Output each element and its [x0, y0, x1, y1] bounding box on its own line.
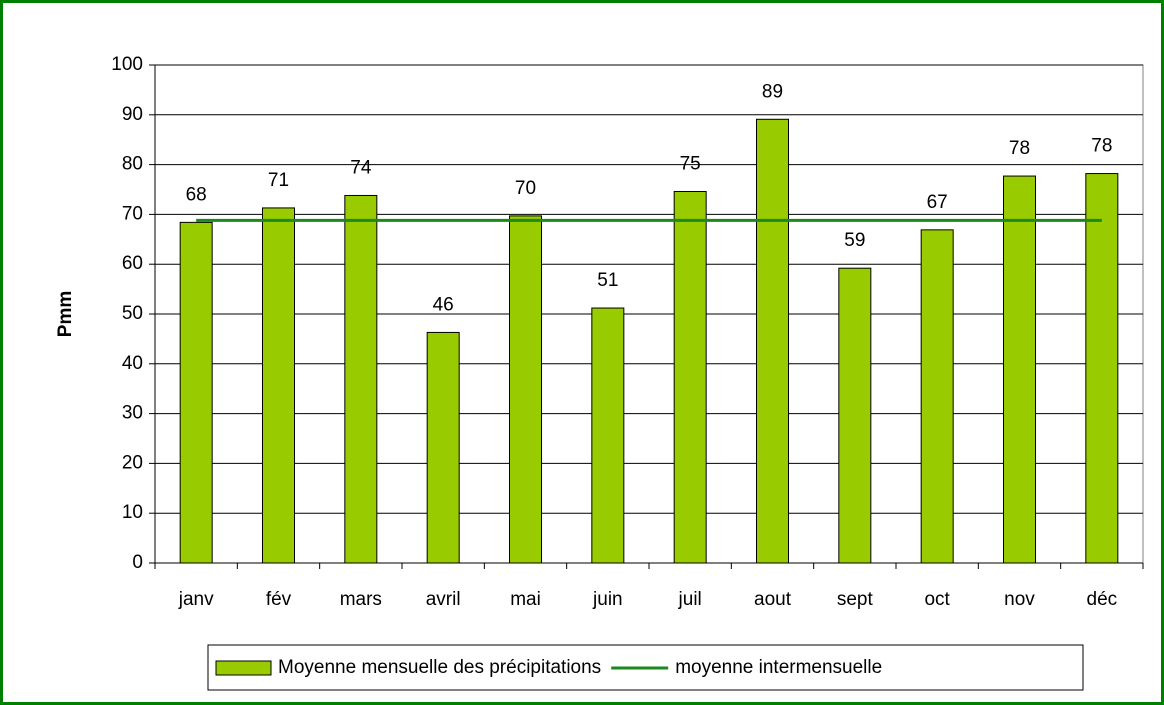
- bar: [426, 331, 460, 564]
- y-tick-label: 20: [122, 452, 143, 473]
- bar: [179, 221, 213, 564]
- legend-label: Moyenne mensuelle des précipitations: [278, 657, 601, 678]
- y-tick-label: 90: [122, 104, 143, 125]
- data-label: 59: [844, 230, 865, 251]
- bar: [673, 190, 707, 564]
- bar: [920, 229, 954, 564]
- x-tick-label: avril: [426, 589, 461, 610]
- y-tick-label: 30: [122, 403, 143, 424]
- x-tick-label: fév: [266, 589, 292, 610]
- y-axis-label: Pmm: [55, 291, 76, 337]
- bar: [262, 207, 295, 564]
- data-label: 78: [1009, 138, 1030, 159]
- data-label: 74: [350, 157, 372, 178]
- y-tick-label: 80: [122, 154, 143, 175]
- bar: [1003, 175, 1036, 564]
- x-tick-label: juil: [678, 589, 702, 610]
- data-label: 89: [762, 81, 783, 102]
- data-label: 78: [1091, 136, 1112, 157]
- y-tick-label: 50: [122, 303, 143, 324]
- data-label: 51: [597, 270, 618, 291]
- y-tick-label: 0: [132, 552, 143, 573]
- bar: [591, 307, 625, 564]
- x-tick-label: juin: [592, 589, 623, 610]
- legend-swatch: [215, 660, 272, 676]
- data-label: 71: [268, 170, 289, 191]
- y-tick-label: 70: [122, 203, 143, 224]
- data-label: 46: [433, 294, 454, 315]
- x-tick-label: aout: [754, 589, 792, 610]
- x-tick-label: mai: [510, 589, 541, 610]
- x-tick-label: oct: [924, 589, 950, 610]
- y-tick-label: 100: [111, 54, 143, 75]
- data-label: 70: [515, 178, 536, 199]
- bar: [838, 267, 872, 564]
- x-tick-label: janv: [178, 589, 214, 610]
- x-tick-label: sept: [837, 589, 874, 610]
- legend-label: moyenne intermensuelle: [675, 657, 882, 678]
- x-tick-label: mars: [340, 589, 382, 610]
- bar: [756, 118, 789, 564]
- y-tick-label: 40: [122, 353, 143, 374]
- x-tick-label: nov: [1004, 589, 1035, 610]
- data-label: 68: [186, 184, 207, 205]
- data-label: 67: [927, 192, 948, 213]
- y-tick-label: 10: [122, 502, 143, 523]
- bar: [509, 215, 542, 564]
- x-tick-label: déc: [1087, 589, 1118, 610]
- bar: [344, 194, 378, 564]
- data-label: 75: [680, 154, 701, 175]
- bar: [1085, 173, 1119, 564]
- y-tick-label: 60: [122, 253, 143, 274]
